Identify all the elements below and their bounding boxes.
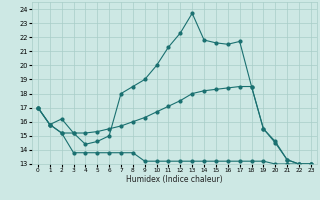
X-axis label: Humidex (Indice chaleur): Humidex (Indice chaleur) — [126, 175, 223, 184]
